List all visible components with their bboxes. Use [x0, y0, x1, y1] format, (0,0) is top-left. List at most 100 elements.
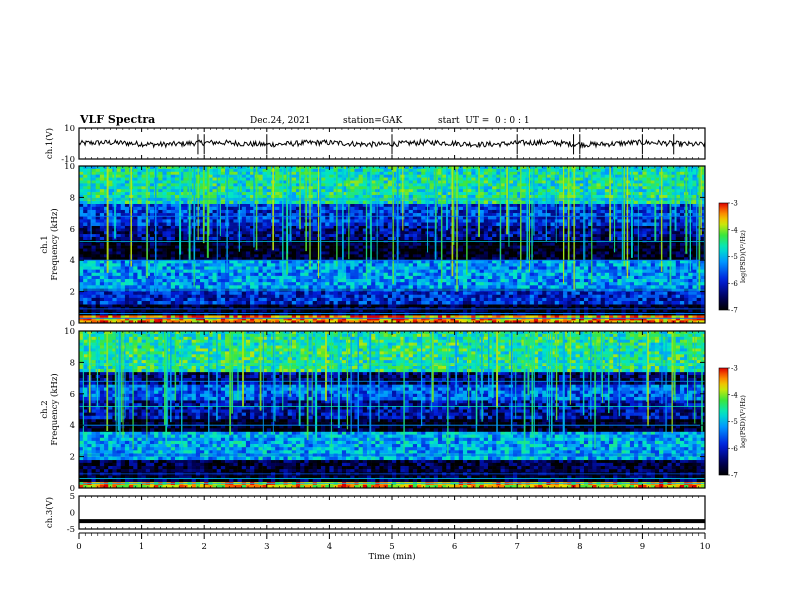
- spectrogram-cell: [417, 260, 422, 264]
- spectrogram-cell: [575, 254, 581, 258]
- spectrogram-cell: [321, 251, 326, 255]
- spectrogram-cell: [95, 245, 101, 249]
- spectrogram-cell: [183, 294, 188, 299]
- spectrogram-cell: [588, 263, 593, 267]
- spectrogram-cell: [446, 272, 451, 277]
- spectrogram-cell: [508, 279, 514, 283]
- spectrogram-cell: [179, 301, 184, 305]
- spectrogram-cell: [79, 263, 84, 267]
- spectrogram-cell: [517, 279, 522, 283]
- spectrogram-cell: [392, 266, 397, 270]
- spectrogram-cell: [475, 228, 480, 232]
- spectrogram-cell: [229, 285, 234, 289]
- spectrogram-cell: [529, 282, 535, 286]
- spectrogram-cell: [479, 304, 485, 308]
- spectrogram-cell: [634, 304, 639, 308]
- spectrogram-cell: [124, 282, 130, 286]
- spectrogram-cell: [446, 234, 451, 238]
- spectrogram-cell: [99, 315, 105, 319]
- spectrogram-cell: [437, 254, 443, 258]
- spectrogram-cell: [492, 269, 497, 274]
- spectrogram-cell: [354, 315, 359, 319]
- spectrogram-cell: [154, 309, 159, 313]
- spectrogram-cell: [462, 317, 468, 321]
- spectrogram-cell: [137, 254, 142, 258]
- spectrogram-cell: [179, 260, 184, 264]
- spectrogram-cell: [588, 251, 593, 255]
- spectrogram-cell: [609, 272, 614, 277]
- spectrogram-cell: [663, 282, 668, 286]
- spectrogram-cell: [262, 225, 268, 229]
- spectrogram-cell: [450, 309, 455, 313]
- spectrogram-cell: [291, 272, 297, 277]
- spectrogram-cell: [650, 260, 656, 264]
- spectrogram-cell: [483, 272, 489, 277]
- spectrogram-cell: [337, 245, 343, 249]
- spectrogram-cell: [700, 266, 705, 270]
- spectrogram-cell: [500, 269, 505, 274]
- spectrogram-cell: [554, 309, 560, 313]
- spectrogram-cell: [145, 317, 151, 321]
- spectrogram-cell: [296, 315, 301, 319]
- spectrogram-cell: [446, 315, 451, 319]
- spectrogram-cell: [404, 251, 409, 255]
- spectrogram-cell: [692, 297, 697, 302]
- spectrogram-cell: [475, 225, 480, 229]
- spectrogram-cell: [141, 275, 147, 280]
- spectrogram-cell: [91, 291, 96, 296]
- spectrogram-cell: [245, 279, 251, 283]
- spectrogram-cell: [554, 306, 560, 310]
- spectrogram-cell: [429, 309, 435, 313]
- spectrogram-cell: [291, 245, 297, 249]
- spectrogram-cell: [550, 304, 556, 308]
- spectrogram-cell: [133, 251, 138, 255]
- spectrogram-cell: [225, 294, 230, 299]
- spectrogram-cell: [283, 266, 288, 270]
- spectrogram-cell: [387, 275, 393, 280]
- spectrogram-cell: [195, 272, 201, 277]
- spectrogram-cell: [170, 317, 176, 321]
- spectrogram-cell: [266, 304, 272, 308]
- spectrogram-cell: [496, 242, 501, 246]
- spectrogram-cell: [475, 304, 480, 308]
- spectrogram-cell: [688, 317, 693, 321]
- spectrogram-cell: [275, 272, 280, 277]
- spectrogram-cell: [333, 269, 339, 274]
- spectrogram-cell: [671, 242, 677, 246]
- spectrogram-cell: [87, 228, 92, 232]
- spectrogram-cell: [154, 294, 159, 299]
- spectrogram-cell: [421, 263, 426, 267]
- spectrogram-cell: [291, 282, 297, 286]
- spectrogram-cell: [241, 291, 247, 296]
- spectrogram-cell: [329, 285, 334, 289]
- spectrogram-cell: [558, 301, 564, 305]
- spectrogram-cell: [195, 266, 201, 270]
- spectrogram-cell: [575, 257, 581, 261]
- spectrogram-cell: [404, 225, 409, 229]
- spectrogram-cell: [79, 282, 84, 286]
- spectrogram-cell: [462, 248, 468, 252]
- spectrogram-cell: [533, 291, 539, 296]
- spectrogram-cell: [91, 301, 96, 305]
- spectrogram-cell: [450, 282, 455, 286]
- spectrogram-cell: [592, 251, 597, 255]
- spectrogram-cell: [300, 242, 305, 246]
- spectrogram-cell: [417, 266, 422, 270]
- spectrogram-cell: [625, 306, 631, 310]
- spectrogram-cell: [287, 248, 293, 252]
- spectrogram-cell: [362, 242, 368, 246]
- spectrogram-cell: [333, 251, 339, 255]
- spectrogram-cell: [521, 251, 526, 255]
- spectrogram-cell: [104, 297, 109, 302]
- spectrogram-cell: [675, 251, 681, 255]
- spectrogram-cell: [675, 248, 681, 252]
- spectrogram-cell: [116, 248, 122, 252]
- spectrogram-cell: [596, 231, 601, 235]
- spectrogram-cell: [492, 275, 497, 280]
- spectrogram-cell: [475, 254, 480, 258]
- spectrogram-cell: [275, 309, 280, 313]
- spectrogram-cell: [592, 263, 597, 267]
- spectrogram-cell: [508, 257, 514, 261]
- spectrogram-cell: [241, 228, 247, 232]
- spectrogram-cell: [124, 317, 130, 321]
